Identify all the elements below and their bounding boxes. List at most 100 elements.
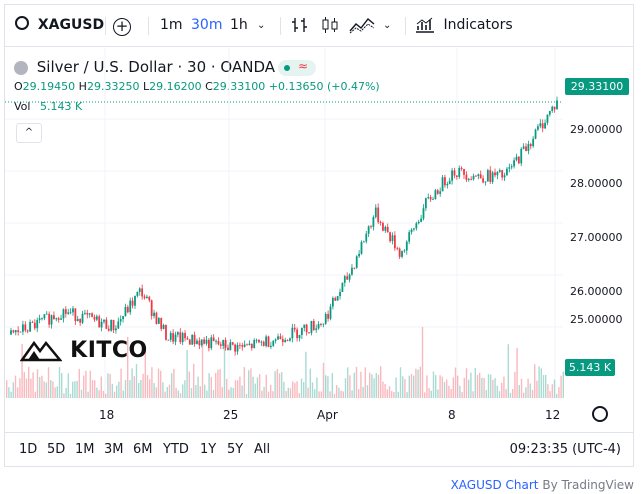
- candle-body: [486, 170, 489, 182]
- volume-bar: [83, 375, 85, 398]
- range-ytd[interactable]: YTD: [163, 442, 189, 457]
- collapse-legend-button[interactable]: ^: [16, 123, 42, 143]
- candle-body: [541, 123, 544, 129]
- compare-button[interactable]: +: [113, 5, 131, 46]
- volume-bar: [25, 378, 28, 398]
- volume-bar: [441, 376, 443, 398]
- plus-circle-icon: +: [113, 18, 131, 36]
- candle-body: [150, 300, 153, 317]
- volume-bar: [94, 380, 96, 398]
- volume-bar: [89, 370, 91, 398]
- candle-body: [210, 337, 213, 349]
- open-label: O: [14, 80, 23, 93]
- volume-bar: [485, 390, 487, 398]
- volume-bar: [39, 377, 41, 398]
- volume-bar: [47, 367, 50, 398]
- volume-bar: [534, 364, 536, 398]
- volume-bar: [259, 374, 261, 398]
- clock-timezone[interactable]: 09:23:35 (UTC-4): [509, 442, 621, 457]
- volume-bar: [428, 388, 430, 398]
- volume-bar: [340, 390, 342, 398]
- volume-bar: [201, 343, 204, 398]
- candles-icon: [322, 17, 338, 33]
- candle-body: [38, 318, 41, 320]
- candle-body: [64, 309, 67, 314]
- candle-body: [322, 323, 325, 325]
- volume-bar: [421, 326, 424, 398]
- candle-body: [200, 339, 203, 346]
- volume-bar: [498, 391, 501, 398]
- bars-style-button[interactable]: [291, 5, 309, 46]
- interval-30m[interactable]: 30m: [191, 17, 223, 33]
- volume-bar: [72, 381, 74, 398]
- range-6m[interactable]: 6M: [133, 442, 153, 457]
- chevron-down-icon[interactable]: ⌄: [383, 20, 392, 31]
- candle-body: [355, 256, 358, 268]
- candle-body: [224, 339, 227, 348]
- volume-bar: [206, 390, 208, 398]
- candle-body: [129, 300, 132, 313]
- volume-bar: [483, 378, 485, 398]
- volume-bar: [490, 374, 492, 398]
- symbol-search[interactable]: XAGUSD: [15, 5, 104, 46]
- volume-bar: [219, 369, 221, 398]
- volume-bar: [118, 381, 120, 398]
- settings-gear-icon[interactable]: [592, 406, 608, 422]
- volume-bar: [76, 380, 78, 398]
- volume-bar: [14, 375, 17, 398]
- volume-bar: [256, 377, 259, 398]
- volume-bar: [287, 387, 289, 398]
- range-1y[interactable]: 1Y: [200, 442, 217, 457]
- candle-body: [482, 178, 484, 183]
- range-3m[interactable]: 3M: [104, 442, 124, 457]
- candle-body: [207, 339, 210, 349]
- symbol-chart-link[interactable]: XAGUSD Chart: [450, 478, 539, 492]
- volume-bar: [391, 391, 393, 398]
- volume-bar: [10, 391, 12, 398]
- volume-bar: [116, 385, 118, 398]
- market-status-pill[interactable]: ≈: [278, 59, 316, 76]
- candles-style-button[interactable]: [321, 5, 339, 46]
- volume-bar: [496, 385, 498, 398]
- interval-1m[interactable]: 1m: [160, 17, 183, 33]
- candle-body: [372, 217, 375, 227]
- volume-bar: [305, 351, 307, 398]
- range-1d[interactable]: 1D: [19, 442, 38, 457]
- chevron-down-icon[interactable]: ⌄: [257, 20, 266, 31]
- volume-bar: [153, 383, 155, 398]
- range-all[interactable]: All: [254, 442, 271, 457]
- volume-bar: [505, 389, 507, 398]
- volume-bar: [450, 388, 452, 398]
- candle-body: [43, 314, 46, 319]
- volume-bar: [36, 369, 39, 398]
- volume-bar: [413, 375, 415, 398]
- candle-body: [176, 332, 179, 335]
- range-1m[interactable]: 1M: [75, 442, 95, 457]
- indicators-button[interactable]: Indicators: [415, 5, 513, 46]
- volume-bar: [248, 370, 250, 398]
- candle-body: [98, 316, 101, 328]
- volume-bar: [364, 367, 366, 398]
- volume-bar: [553, 379, 556, 398]
- kitco-logo-icon: [19, 340, 63, 362]
- volume-bar: [162, 382, 164, 398]
- volume-bar: [384, 383, 386, 398]
- range-5d[interactable]: 5D: [47, 442, 66, 457]
- volume-bar: [67, 373, 69, 398]
- candle-body: [222, 339, 225, 346]
- area-style-button[interactable]: [349, 5, 375, 46]
- volume-bar: [234, 380, 237, 398]
- volume-bar: [74, 381, 76, 398]
- volume-bar: [149, 379, 151, 398]
- volume-bar: [265, 374, 267, 398]
- range-5y[interactable]: 5Y: [227, 442, 244, 457]
- volume-bar: [250, 368, 252, 398]
- candle-body: [463, 168, 465, 175]
- volume-bar: [406, 392, 408, 398]
- price-chart[interactable]: [5, 48, 565, 398]
- candle-body: [446, 183, 449, 186]
- volume-bar: [270, 384, 272, 398]
- tradingview-credit[interactable]: By TradingView: [542, 478, 634, 492]
- interval-1h[interactable]: 1h: [230, 17, 248, 33]
- candle-body: [227, 347, 229, 351]
